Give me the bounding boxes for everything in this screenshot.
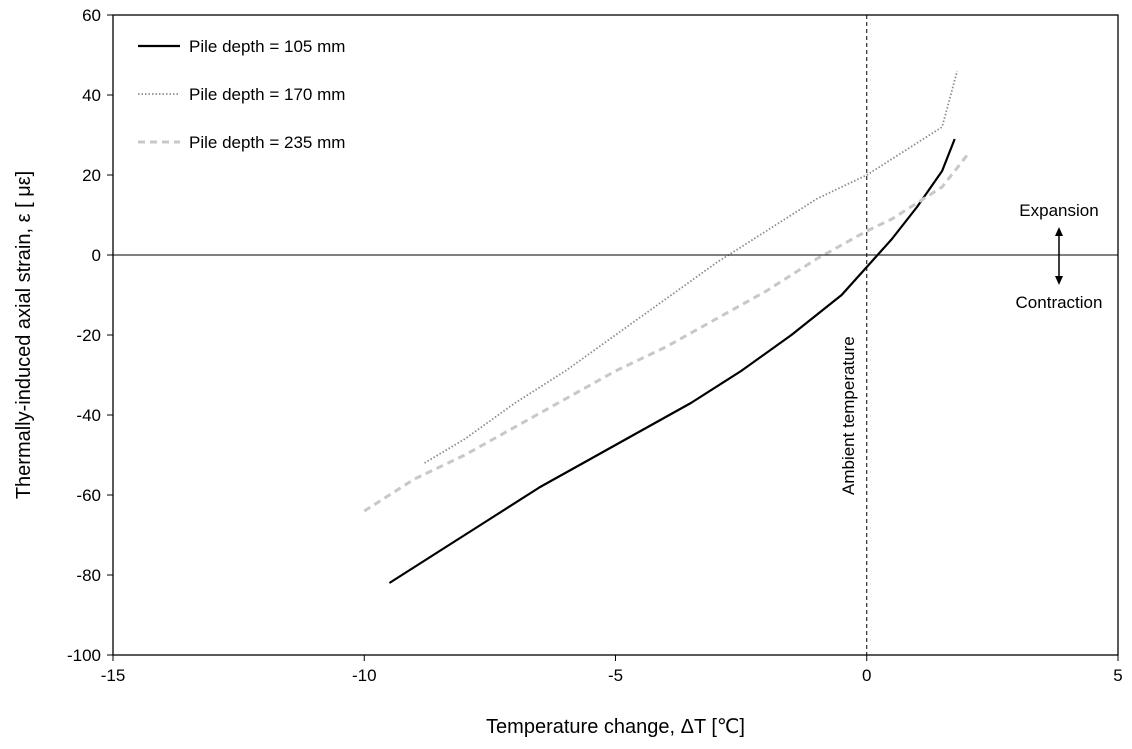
ambient-temperature-label: Ambient temperature	[839, 336, 858, 495]
y-tick-label: 60	[82, 6, 101, 25]
series-3-line	[363, 154, 969, 513]
y-axis-title: Thermally-induced axial strain, ε [ με]	[13, 171, 35, 499]
series-layer	[363, 70, 969, 584]
contraction-label: Contraction	[1016, 293, 1103, 312]
legend-label: Pile depth = 170 mm	[189, 85, 345, 104]
x-axis-title: Temperature change, ΔT [℃]	[486, 716, 745, 738]
y-tick-label: -80	[76, 566, 101, 585]
legend-label: Pile depth = 235 mm	[189, 133, 345, 152]
legend-label: Pile depth = 105 mm	[189, 37, 345, 56]
x-tick-label: -15	[101, 666, 126, 685]
y-tick-label: -60	[76, 486, 101, 505]
expansion-label: Expansion	[1019, 201, 1098, 220]
ticks-layer: -100 -80 -60 -40 -20 0 20 40 60 -15 -10 -5 0 5	[67, 6, 1123, 685]
y-tick-label: -20	[76, 326, 101, 345]
plot-frame	[112, 14, 1119, 656]
x-tick-label: -5	[608, 666, 623, 685]
series-1-line	[388, 138, 956, 584]
y-tick-label: -40	[76, 406, 101, 425]
x-tick-label: 5	[1113, 666, 1122, 685]
y-tick-label: -100	[67, 646, 101, 665]
x-tick-label: 0	[862, 666, 871, 685]
y-tick-label: 40	[82, 86, 101, 105]
y-tick-label: 20	[82, 166, 101, 185]
legend: Pile depth = 105 mm Pile depth = 170 mm Pi…	[138, 37, 345, 152]
y-tick-label: 0	[92, 246, 101, 265]
x-tick-label: -10	[352, 666, 377, 685]
expansion-contraction-arrow-icon	[1055, 227, 1063, 285]
